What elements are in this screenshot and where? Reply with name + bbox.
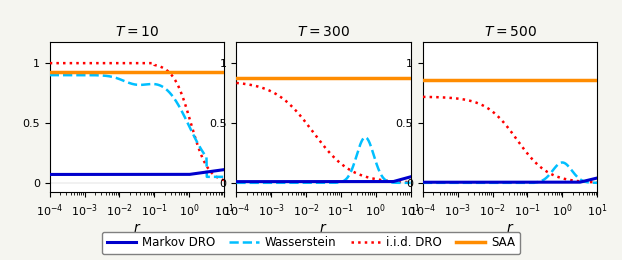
Title: $T = 10$: $T = 10$ [115, 25, 159, 39]
X-axis label: $r$: $r$ [132, 222, 141, 236]
X-axis label: $r$: $r$ [319, 222, 328, 236]
Title: $T = 500$: $T = 500$ [483, 25, 537, 39]
X-axis label: $r$: $r$ [506, 222, 514, 236]
Legend: Markov DRO, Wasserstein, i.i.d. DRO, SAA: Markov DRO, Wasserstein, i.i.d. DRO, SAA [102, 232, 520, 254]
Title: $T = 300$: $T = 300$ [297, 25, 350, 39]
